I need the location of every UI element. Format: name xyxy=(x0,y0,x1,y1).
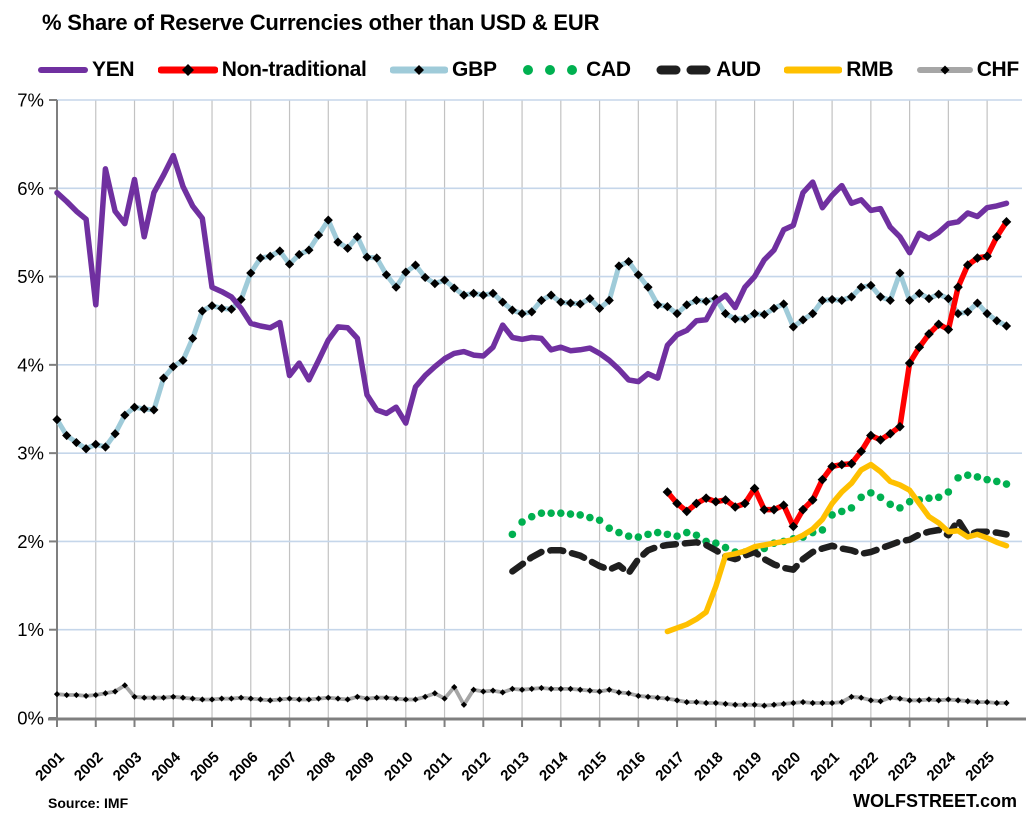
series-chf xyxy=(53,682,1010,709)
aud-dashes-marker xyxy=(656,65,711,75)
chf-line-marker xyxy=(916,65,973,75)
svg-text:4%: 4% xyxy=(17,354,44,375)
axes xyxy=(48,99,1026,727)
svg-text:2019: 2019 xyxy=(730,749,766,785)
svg-text:2007: 2007 xyxy=(265,749,301,785)
legend-item-chf: CHF xyxy=(916,58,1020,82)
series-aud xyxy=(509,516,1010,577)
svg-text:2015: 2015 xyxy=(575,749,611,785)
series-rmb xyxy=(664,461,1010,635)
svg-text:2009: 2009 xyxy=(342,749,378,785)
source-note: Source: IMF xyxy=(48,795,129,811)
svg-text:2024: 2024 xyxy=(924,748,960,784)
svg-text:2012: 2012 xyxy=(459,749,495,785)
svg-text:7%: 7% xyxy=(17,90,44,111)
svg-text:2022: 2022 xyxy=(846,749,882,785)
svg-text:2021: 2021 xyxy=(807,749,843,785)
svg-text:2018: 2018 xyxy=(691,749,727,785)
gbp-line-marker xyxy=(390,65,449,75)
legend-item-yen: YEN xyxy=(38,58,135,82)
gridlines xyxy=(57,99,1022,718)
legend-label-non-traditional: Non-traditional xyxy=(221,58,367,81)
svg-text:2003: 2003 xyxy=(110,749,146,785)
svg-text:0%: 0% xyxy=(17,708,44,729)
series-yen xyxy=(54,152,1010,426)
legend-item-gbp: GBP xyxy=(390,58,497,82)
svg-text:2016: 2016 xyxy=(614,749,650,785)
legend-label-yen: YEN xyxy=(92,58,135,81)
svg-text:2004: 2004 xyxy=(148,748,184,784)
legend-label-aud: AUD xyxy=(716,58,761,81)
non-traditional-line-marker xyxy=(157,64,218,76)
legend-label-cad: CAD xyxy=(586,58,631,81)
svg-text:2008: 2008 xyxy=(303,749,339,785)
svg-text:2011: 2011 xyxy=(420,749,455,784)
legend-item-non-traditional: Non-traditional xyxy=(157,58,367,82)
svg-text:2014: 2014 xyxy=(536,748,572,784)
cad-dots-marker xyxy=(523,65,578,75)
svg-text:3%: 3% xyxy=(17,443,44,464)
svg-text:2010: 2010 xyxy=(381,749,417,785)
svg-text:1%: 1% xyxy=(17,619,44,640)
legend-item-rmb: RMB xyxy=(784,58,894,82)
svg-text:2023: 2023 xyxy=(885,749,921,785)
svg-text:2005: 2005 xyxy=(187,749,223,785)
yen-line-marker xyxy=(38,67,88,73)
svg-text:6%: 6% xyxy=(17,178,44,199)
svg-text:2013: 2013 xyxy=(497,749,533,785)
svg-text:2%: 2% xyxy=(17,531,44,552)
wolfstreet-brand: WOLFSTREET.com xyxy=(852,791,1017,811)
rmb-line-marker xyxy=(784,66,843,74)
legend-label-gbp: GBP xyxy=(452,58,497,81)
svg-text:2025: 2025 xyxy=(962,749,998,785)
x-axis-labels: 2001 2002 2003 2004 2005 2006 2007 2008 2009 2010… xyxy=(32,748,998,784)
svg-text:5%: 5% xyxy=(17,266,44,287)
chart-title: % Share of Reserve Currencies other than… xyxy=(42,10,600,35)
svg-text:2001: 2001 xyxy=(32,749,68,785)
legend-item-aud: AUD xyxy=(654,58,761,82)
chart-legend: YEN Non-traditional GBP CAD xyxy=(38,54,1019,86)
series-gbp xyxy=(52,215,1012,454)
legend-label-chf: CHF xyxy=(976,58,1020,81)
svg-text:2002: 2002 xyxy=(71,749,107,785)
legend-label-rmb: RMB xyxy=(846,58,894,81)
legend-item-cad: CAD xyxy=(520,58,631,82)
series-non-traditional xyxy=(662,217,1012,532)
svg-text:2020: 2020 xyxy=(769,749,805,785)
svg-text:2017: 2017 xyxy=(652,749,688,785)
y-axis-labels: 0% 1% 2% 3% 4% 5% 6% 7% xyxy=(17,90,44,729)
svg-text:2006: 2006 xyxy=(226,749,262,785)
